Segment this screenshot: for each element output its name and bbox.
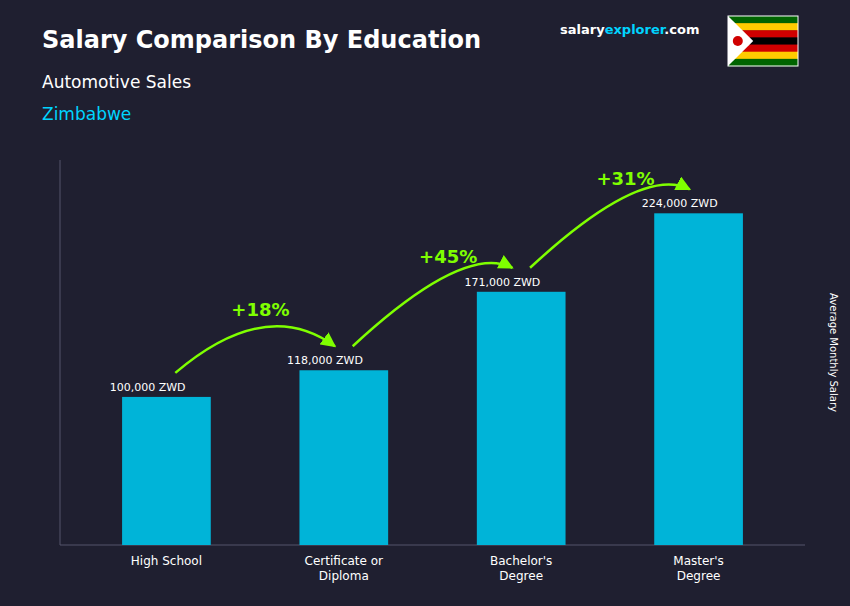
chart: Salary Comparison By Education Automotive… bbox=[0, 0, 850, 606]
change-arrow bbox=[530, 185, 690, 268]
bar bbox=[299, 370, 388, 545]
value-label: 100,000 ZWD bbox=[110, 381, 186, 394]
x-tick-label: High School bbox=[131, 554, 202, 568]
value-label: 224,000 ZWD bbox=[642, 197, 718, 210]
y-axis-line bbox=[60, 160, 61, 545]
flag-border bbox=[728, 16, 798, 66]
subtitle: Zimbabwe bbox=[42, 104, 131, 124]
annotation: +45% bbox=[419, 246, 477, 267]
bar bbox=[477, 292, 566, 545]
subtitle: Automotive Sales bbox=[42, 72, 191, 92]
change-arrow bbox=[353, 263, 513, 346]
x-tick-label: Bachelor'sDegree bbox=[490, 554, 552, 583]
annotation: +31% bbox=[596, 168, 654, 189]
value-label: 171,000 ZWD bbox=[464, 276, 540, 289]
flag-emblem bbox=[733, 36, 743, 46]
change-arrow bbox=[175, 326, 335, 373]
brand-part: .com bbox=[664, 22, 699, 37]
bar bbox=[654, 213, 743, 545]
x-tick-label: Certificate orDiploma bbox=[305, 554, 383, 583]
annotation: +18% bbox=[231, 299, 289, 320]
flag-triangle bbox=[728, 16, 753, 66]
chart-container: Salary Comparison By Education Automotive… bbox=[0, 0, 850, 606]
title: Salary Comparison By Education bbox=[42, 26, 481, 54]
y-axis-label: Average Monthly Salary bbox=[828, 293, 839, 412]
x-tick-label: Master'sDegree bbox=[673, 554, 724, 583]
flag bbox=[728, 16, 798, 66]
brand: salaryexplorer.com bbox=[560, 22, 699, 37]
background bbox=[0, 0, 850, 606]
bar bbox=[122, 397, 211, 545]
flag-stripe bbox=[728, 59, 798, 66]
marks bbox=[122, 213, 743, 545]
brand-part: explorer bbox=[605, 22, 667, 37]
value-label: 118,000 ZWD bbox=[287, 354, 363, 367]
flag-stripe bbox=[728, 16, 798, 23]
brand-part: salary bbox=[560, 22, 605, 37]
